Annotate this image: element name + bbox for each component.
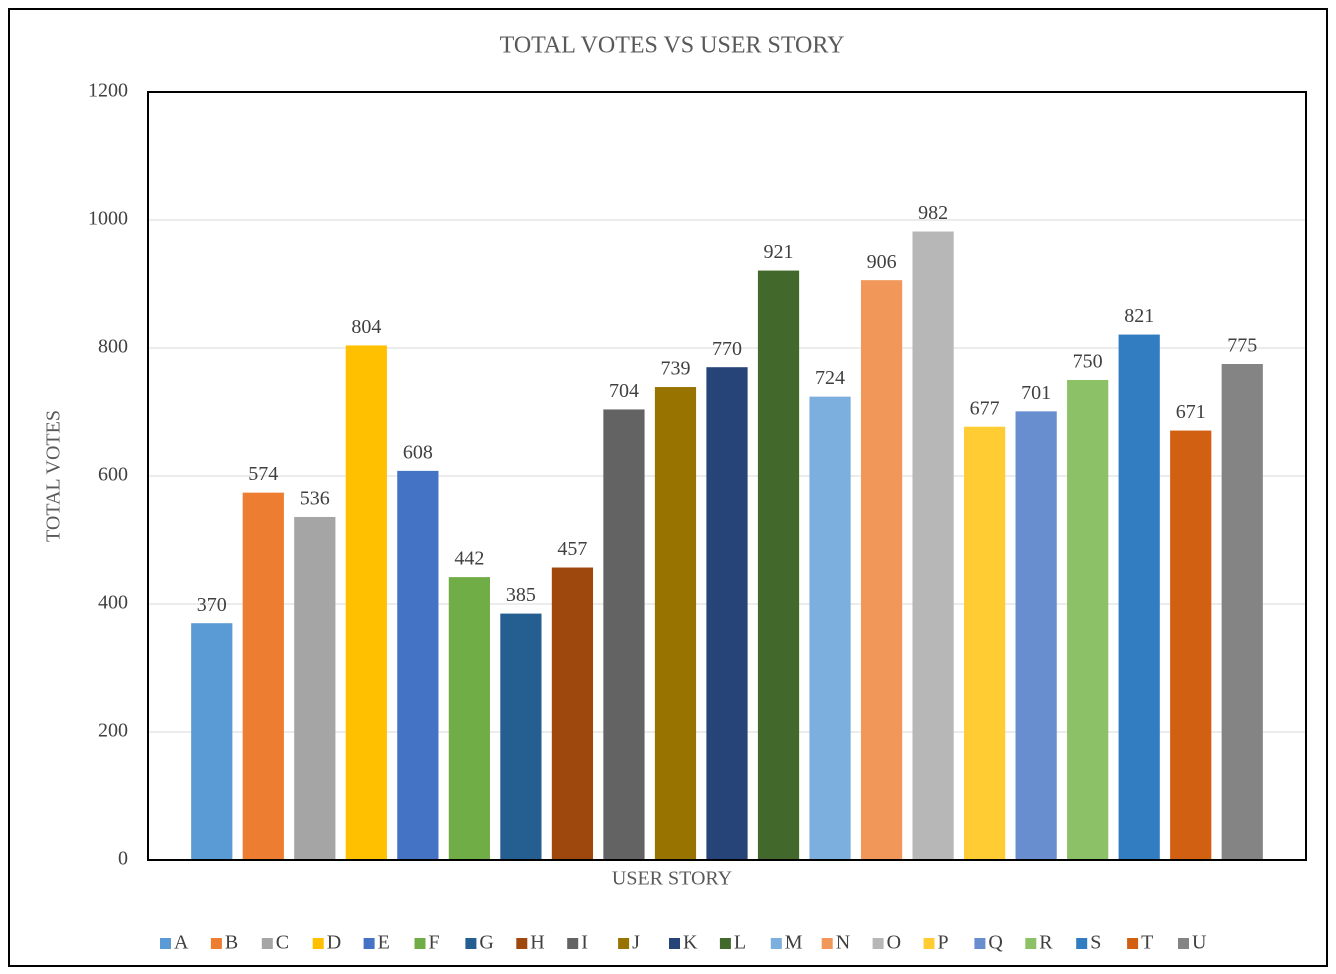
legend-label: M <box>785 932 803 954</box>
bar <box>706 367 748 860</box>
legend-label: I <box>581 932 588 954</box>
bar <box>551 567 594 860</box>
y-tick-label: 0 <box>118 848 128 870</box>
legend-label: O <box>887 932 901 954</box>
legend-swatch <box>770 938 782 949</box>
legend-swatch <box>1127 938 1139 949</box>
bar <box>294 516 336 860</box>
legend-label: E <box>378 932 390 954</box>
legend-swatch <box>1076 938 1088 949</box>
bar <box>345 345 387 860</box>
legend-swatch <box>669 938 680 949</box>
data-label: 704 <box>609 380 639 402</box>
legend-swatch <box>974 938 986 949</box>
bar <box>1170 430 1212 860</box>
legend-swatch <box>923 938 935 949</box>
y-tick-label: 1200 <box>88 80 128 102</box>
bar <box>1118 334 1160 860</box>
legend-swatch <box>363 938 375 949</box>
legend-swatch <box>210 938 222 949</box>
legend-label: H <box>530 932 544 954</box>
legend-swatch <box>516 938 528 949</box>
bar <box>757 270 800 860</box>
legend-label: P <box>938 932 949 954</box>
legend-swatch <box>312 938 324 949</box>
data-label: 370 <box>197 594 227 616</box>
data-label: 804 <box>351 316 381 338</box>
bar <box>809 396 851 860</box>
bar <box>964 426 1006 860</box>
legend-swatch <box>465 938 477 949</box>
legend-label: T <box>1141 932 1153 954</box>
legend-label: N <box>836 932 850 954</box>
data-label: 750 <box>1073 351 1103 373</box>
bar <box>860 280 903 860</box>
legend-label: S <box>1090 932 1101 954</box>
bar <box>242 492 284 860</box>
data-label: 442 <box>454 548 484 570</box>
bar <box>191 623 233 860</box>
data-label: 457 <box>557 538 587 560</box>
data-label: 536 <box>300 488 330 510</box>
data-label: 671 <box>1176 401 1206 423</box>
legend-label: B <box>225 932 238 954</box>
data-label: 385 <box>506 584 536 606</box>
y-tick-label: 1000 <box>88 208 128 230</box>
x-axis-title: USER STORY <box>612 868 732 890</box>
bar <box>1015 411 1057 860</box>
data-label: 906 <box>867 251 897 273</box>
data-label: 821 <box>1124 305 1154 327</box>
legend-swatch <box>414 938 426 949</box>
legend-swatch <box>872 938 884 949</box>
bar <box>1067 380 1109 860</box>
legend-swatch <box>821 938 833 949</box>
chart-title: TOTAL VOTES VS USER STORY <box>500 33 845 59</box>
y-axis-title: TOTAL VOTES <box>43 410 65 542</box>
data-label: 608 <box>403 441 433 463</box>
bar <box>1221 364 1263 860</box>
data-label: 724 <box>815 367 845 389</box>
legend-swatch <box>1178 938 1189 949</box>
legend-label: G <box>479 932 493 954</box>
legend-label: C <box>276 932 289 954</box>
y-tick-label: 200 <box>98 720 128 742</box>
legend-swatch <box>1025 938 1037 949</box>
data-label: 770 <box>712 338 742 360</box>
legend-label: R <box>1039 932 1053 954</box>
bar <box>448 577 490 860</box>
legend-label: Q <box>988 932 1003 954</box>
data-label: 701 <box>1021 382 1051 404</box>
bar <box>500 613 542 860</box>
data-label: 921 <box>764 241 794 263</box>
bar <box>603 409 645 860</box>
legend-swatch <box>261 938 273 949</box>
data-label: 739 <box>660 358 690 380</box>
legend-swatch <box>160 938 171 949</box>
data-label: 574 <box>248 463 278 485</box>
data-label: 982 <box>918 202 948 224</box>
legend-label: J <box>632 932 640 954</box>
y-tick-label: 600 <box>98 464 128 486</box>
legend-label: D <box>327 932 341 954</box>
legend-label: L <box>734 932 746 954</box>
legend-swatch <box>719 938 731 949</box>
bar <box>397 470 439 860</box>
legend-label: A <box>174 932 189 954</box>
legend-label: F <box>429 932 440 954</box>
legend-label: K <box>683 932 698 954</box>
y-tick-label: 800 <box>98 336 128 358</box>
legend-label: U <box>1192 932 1207 954</box>
bar <box>654 387 697 860</box>
bar <box>912 231 954 860</box>
data-label: 775 <box>1227 335 1257 357</box>
legend-swatch <box>567 938 579 949</box>
y-tick-label: 400 <box>98 592 128 614</box>
data-label: 677 <box>970 397 1000 419</box>
legend-swatch <box>618 938 630 949</box>
